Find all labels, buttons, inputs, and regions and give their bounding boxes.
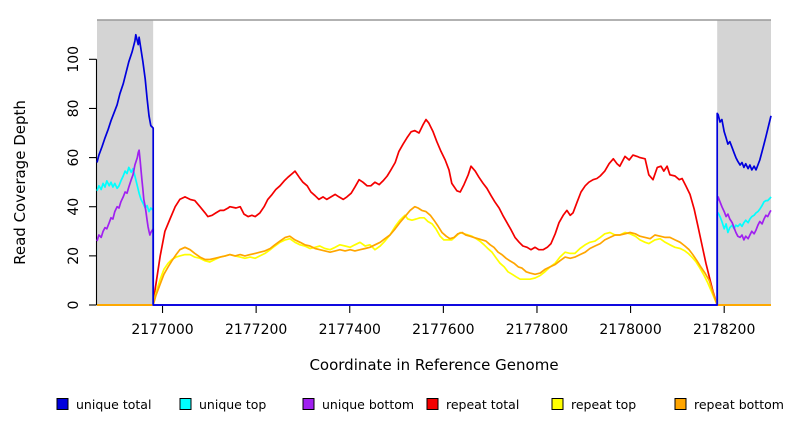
x-axis-title: Coordinate in Reference Genome [309, 356, 558, 374]
y-tick-label: 80 [66, 100, 82, 118]
legend-label: unique bottom [322, 397, 414, 412]
y-tick-label: 20 [66, 247, 82, 265]
y-tick-label: 100 [66, 46, 82, 73]
x-tick-label: 2177200 [225, 322, 287, 338]
legend-label: unique total [76, 397, 151, 412]
legend-swatch-unique-total [56, 398, 69, 410]
legend-label: repeat total [446, 397, 519, 412]
legend-label: repeat bottom [694, 397, 784, 412]
series-line-unique-bottom [96, 149, 772, 306]
legend-swatch-repeat-bottom [674, 398, 687, 410]
masked-region [717, 20, 771, 305]
x-tick-label: 2178200 [693, 322, 755, 338]
legend-swatch-unique-bottom [302, 398, 315, 410]
legend-item: unique total [56, 397, 151, 412]
x-tick-label: 2177000 [131, 322, 193, 338]
y-tick-label: 0 [66, 301, 82, 310]
y-tick-label: 40 [66, 198, 82, 216]
y-tick-label: 60 [66, 149, 82, 167]
legend-swatch-unique-top [179, 398, 192, 410]
series-line-unique-top [96, 166, 772, 306]
legend-swatch-repeat-top [551, 398, 564, 410]
series-line-repeat-top [97, 214, 771, 306]
legend-label: repeat top [571, 397, 636, 412]
legend-item: repeat bottom [674, 397, 784, 412]
legend-item: unique bottom [302, 397, 414, 412]
masked-region [97, 20, 154, 305]
series-line-repeat-total [97, 118, 771, 306]
x-tick-label: 2177600 [412, 322, 474, 338]
legend: unique total unique top unique bottom repea… [56, 397, 784, 412]
x-tick-label: 2177800 [506, 322, 568, 338]
series-line-unique-total [96, 33, 772, 306]
y-axis-title: Read Coverage Depth [11, 100, 29, 265]
legend-item: repeat top [551, 397, 636, 412]
legend-item: repeat total [426, 397, 519, 412]
x-tick-label: 2178000 [599, 322, 661, 338]
legend-swatch-repeat-total [426, 398, 439, 410]
x-tick-label: 2177400 [319, 322, 381, 338]
legend-item: unique top [179, 397, 266, 412]
series-line-repeat-bottom [97, 205, 771, 306]
legend-label: unique top [199, 397, 266, 412]
